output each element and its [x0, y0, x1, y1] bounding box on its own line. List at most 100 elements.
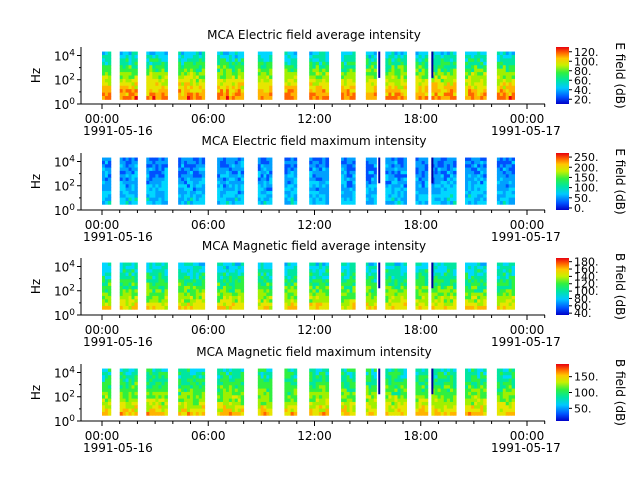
spectrogram-cell	[397, 177, 401, 182]
spectrogram-cell	[220, 289, 224, 294]
spectrogram-cell	[161, 68, 165, 73]
spectrogram-cell	[134, 96, 138, 100]
spectrogram-cell	[496, 157, 501, 162]
spectrogram-cell	[131, 174, 135, 178]
spectrogram-cell	[290, 398, 295, 403]
spectrogram-cell	[257, 177, 262, 182]
spectrogram-cell	[104, 200, 109, 205]
spectrogram-cell	[496, 82, 501, 87]
spectrogram-cell	[446, 275, 451, 280]
spectrogram-cell	[385, 408, 389, 413]
spectrogram-cell	[231, 72, 236, 76]
spectrogram-cell	[394, 96, 398, 100]
spectrogram-cell	[198, 72, 203, 76]
spectrogram-cell	[418, 167, 423, 172]
spectrogram-cell	[349, 272, 353, 277]
spectrogram-cell	[184, 265, 188, 270]
spectrogram-cell	[496, 190, 501, 195]
spectrogram-cell	[465, 408, 469, 413]
spectrogram-cell	[192, 51, 197, 56]
spectrogram-cell	[443, 54, 448, 59]
spectrogram-cell	[102, 58, 106, 63]
spectrogram-cell	[269, 96, 273, 100]
spectrogram-cell	[192, 265, 197, 270]
spectrogram-cell	[415, 295, 419, 300]
spectrogram-cell	[343, 282, 348, 287]
spectrogram-cell	[502, 89, 507, 93]
spectrogram-cell	[471, 197, 475, 202]
spectrogram-cell	[349, 378, 353, 383]
spectrogram-cell	[349, 85, 353, 90]
spectrogram-cell	[155, 299, 159, 304]
spectrogram-cell	[312, 197, 317, 202]
spectrogram-cell	[471, 190, 475, 195]
spectrogram-cell	[217, 265, 221, 270]
spectrogram-cell	[192, 54, 197, 59]
spectrogram-cell	[437, 184, 442, 189]
spectrogram-cell	[155, 265, 159, 270]
spectrogram-cell	[231, 405, 236, 410]
spectrogram-cell	[237, 85, 242, 90]
colorbar-tick-label: 60.	[574, 300, 592, 313]
spectrogram-cell	[385, 194, 389, 199]
colorbar-tick-label: 50.	[574, 192, 592, 205]
spectrogram-cell	[158, 299, 162, 304]
spectrogram-cell	[322, 58, 326, 63]
spectrogram-cell	[449, 92, 454, 97]
spectrogram-cell	[474, 160, 478, 165]
spectrogram-cell	[161, 85, 165, 90]
spectrogram-cell	[312, 190, 317, 195]
spectrogram-cell	[437, 157, 442, 162]
spectrogram-cell	[201, 72, 206, 76]
spectrogram-cell	[465, 164, 469, 168]
spectrogram-cell	[231, 85, 236, 90]
spectrogram-cell	[161, 160, 165, 165]
spectrogram-cell	[263, 54, 267, 59]
spectrogram-cell	[397, 85, 401, 90]
spectrogram-cell	[269, 411, 273, 416]
spectrogram-cell	[187, 72, 191, 76]
spectrogram-cell	[471, 78, 475, 83]
spectrogram-cell	[511, 68, 515, 73]
spectrogram-cell	[189, 275, 194, 280]
spectrogram-cell	[477, 170, 481, 175]
spectrogram-cell	[198, 164, 203, 168]
spectrogram-cell	[128, 269, 132, 273]
spectrogram-cell	[424, 200, 429, 205]
spectrogram-cell	[318, 405, 323, 410]
spectrogram	[102, 51, 515, 100]
spectrogram-cell	[415, 302, 419, 307]
spectrogram-cell	[397, 187, 401, 192]
spectrogram-cell	[418, 197, 423, 202]
spectrogram-cell	[371, 167, 375, 172]
spectrogram-cell	[102, 385, 106, 389]
spectrogram-cell	[465, 275, 469, 280]
spectrogram-cell	[293, 180, 298, 185]
spectrogram-cell	[217, 262, 221, 267]
spectrogram-cell	[443, 61, 448, 66]
spectrogram-cell	[502, 170, 507, 175]
spectrogram-cell	[499, 170, 504, 175]
spectrogram-cell	[125, 51, 129, 56]
spectrogram-cell	[403, 174, 407, 178]
spectrogram-cell	[437, 92, 442, 97]
spectrogram-cell	[152, 265, 156, 270]
spectrogram-cell	[322, 160, 326, 165]
spectrogram-cell	[240, 289, 245, 294]
spectrogram-cell	[368, 51, 372, 56]
spectrogram-cell	[371, 388, 375, 393]
spectrogram-cell	[181, 85, 185, 90]
spectrogram-cell	[240, 282, 245, 287]
spectrogram-cell	[293, 262, 298, 267]
spectrogram-cell	[149, 371, 153, 376]
spectrogram-cell	[477, 85, 481, 90]
spectrogram-cell	[184, 157, 188, 162]
spectrogram-cell	[505, 68, 510, 73]
spectrogram-cell	[394, 187, 398, 192]
spectrogram-cell	[341, 262, 345, 267]
spectrogram-cell	[418, 275, 423, 280]
spectrogram-cell	[234, 395, 239, 400]
spectrogram-cell	[477, 164, 481, 168]
spectrogram-cell	[446, 194, 451, 199]
spectrogram-cell	[352, 262, 356, 267]
